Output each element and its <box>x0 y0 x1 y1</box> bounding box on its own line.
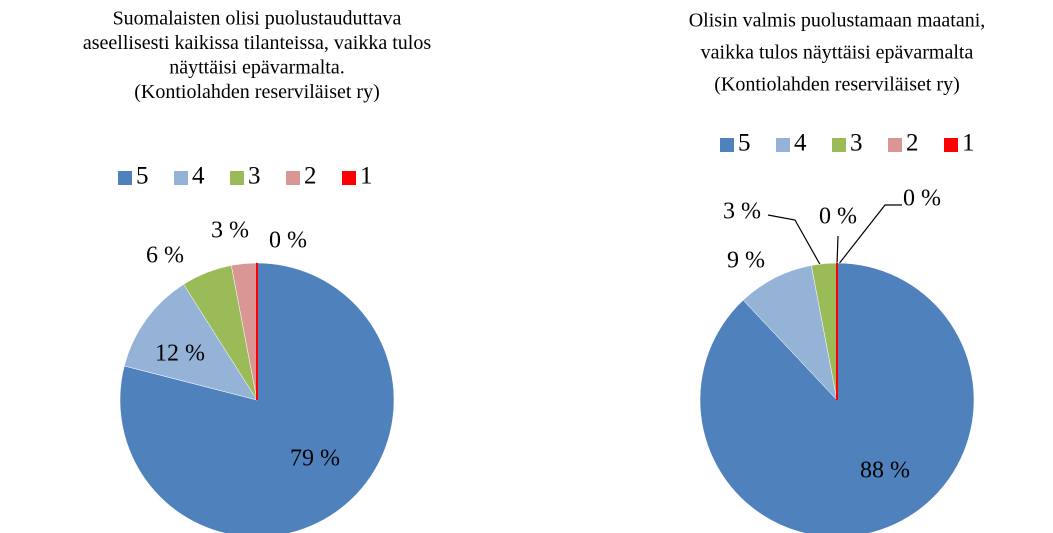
chart-title: (Kontiolahden reserviläiset ry) <box>714 74 959 96</box>
chart-title: Olisin valmis puolustamaan maatani, <box>689 10 986 32</box>
legend-label: 5 <box>136 163 149 190</box>
legend-swatch <box>174 171 188 185</box>
legend-label: 2 <box>906 130 919 157</box>
legend-label: 1 <box>962 130 975 157</box>
legend-swatch <box>230 171 244 185</box>
data-label: 3 % <box>211 218 249 244</box>
data-label: 0 % <box>903 186 941 212</box>
legend-swatch <box>776 138 790 152</box>
data-label: 79 % <box>290 446 340 472</box>
legend-label: 2 <box>304 163 317 190</box>
chart-title: vaikka tulos näyttäisi epävarmalta <box>701 42 974 64</box>
data-label: 12 % <box>155 341 205 367</box>
data-label: 6 % <box>146 243 184 269</box>
legend-swatch <box>286 171 300 185</box>
pie-slice <box>123 283 258 401</box>
legend-label: 1 <box>360 163 373 190</box>
chart-title: Suomalaisten olisi puolustauduttava <box>113 8 402 30</box>
legend-label: 4 <box>192 163 205 190</box>
legend-swatch <box>118 171 132 185</box>
legend-label: 3 <box>248 163 261 190</box>
data-label: 0 % <box>819 204 857 230</box>
data-label: 88 % <box>860 458 910 484</box>
chart-title: (Kontiolahden reserviläiset ry) <box>134 81 379 103</box>
legend-swatch <box>832 138 846 152</box>
legend-swatch <box>342 171 356 185</box>
chart-title: näyttäisi epävarmalta. <box>169 57 344 79</box>
leader-line <box>837 204 902 266</box>
leader-line <box>767 214 823 269</box>
leader-line <box>836 235 839 266</box>
leader-lines <box>767 204 902 269</box>
legend-swatch <box>944 138 958 152</box>
legend-swatch <box>720 138 734 152</box>
legend-label: 5 <box>738 130 751 157</box>
data-label: 3 % <box>723 199 761 225</box>
legend-label: 4 <box>794 130 807 157</box>
data-label: 0 % <box>269 228 307 254</box>
chart-title: aseellisesti kaikissa tilanteissa, vaikk… <box>83 32 431 54</box>
legend-swatch <box>888 138 902 152</box>
legend-label: 3 <box>850 130 863 157</box>
data-label: 9 % <box>727 248 765 274</box>
